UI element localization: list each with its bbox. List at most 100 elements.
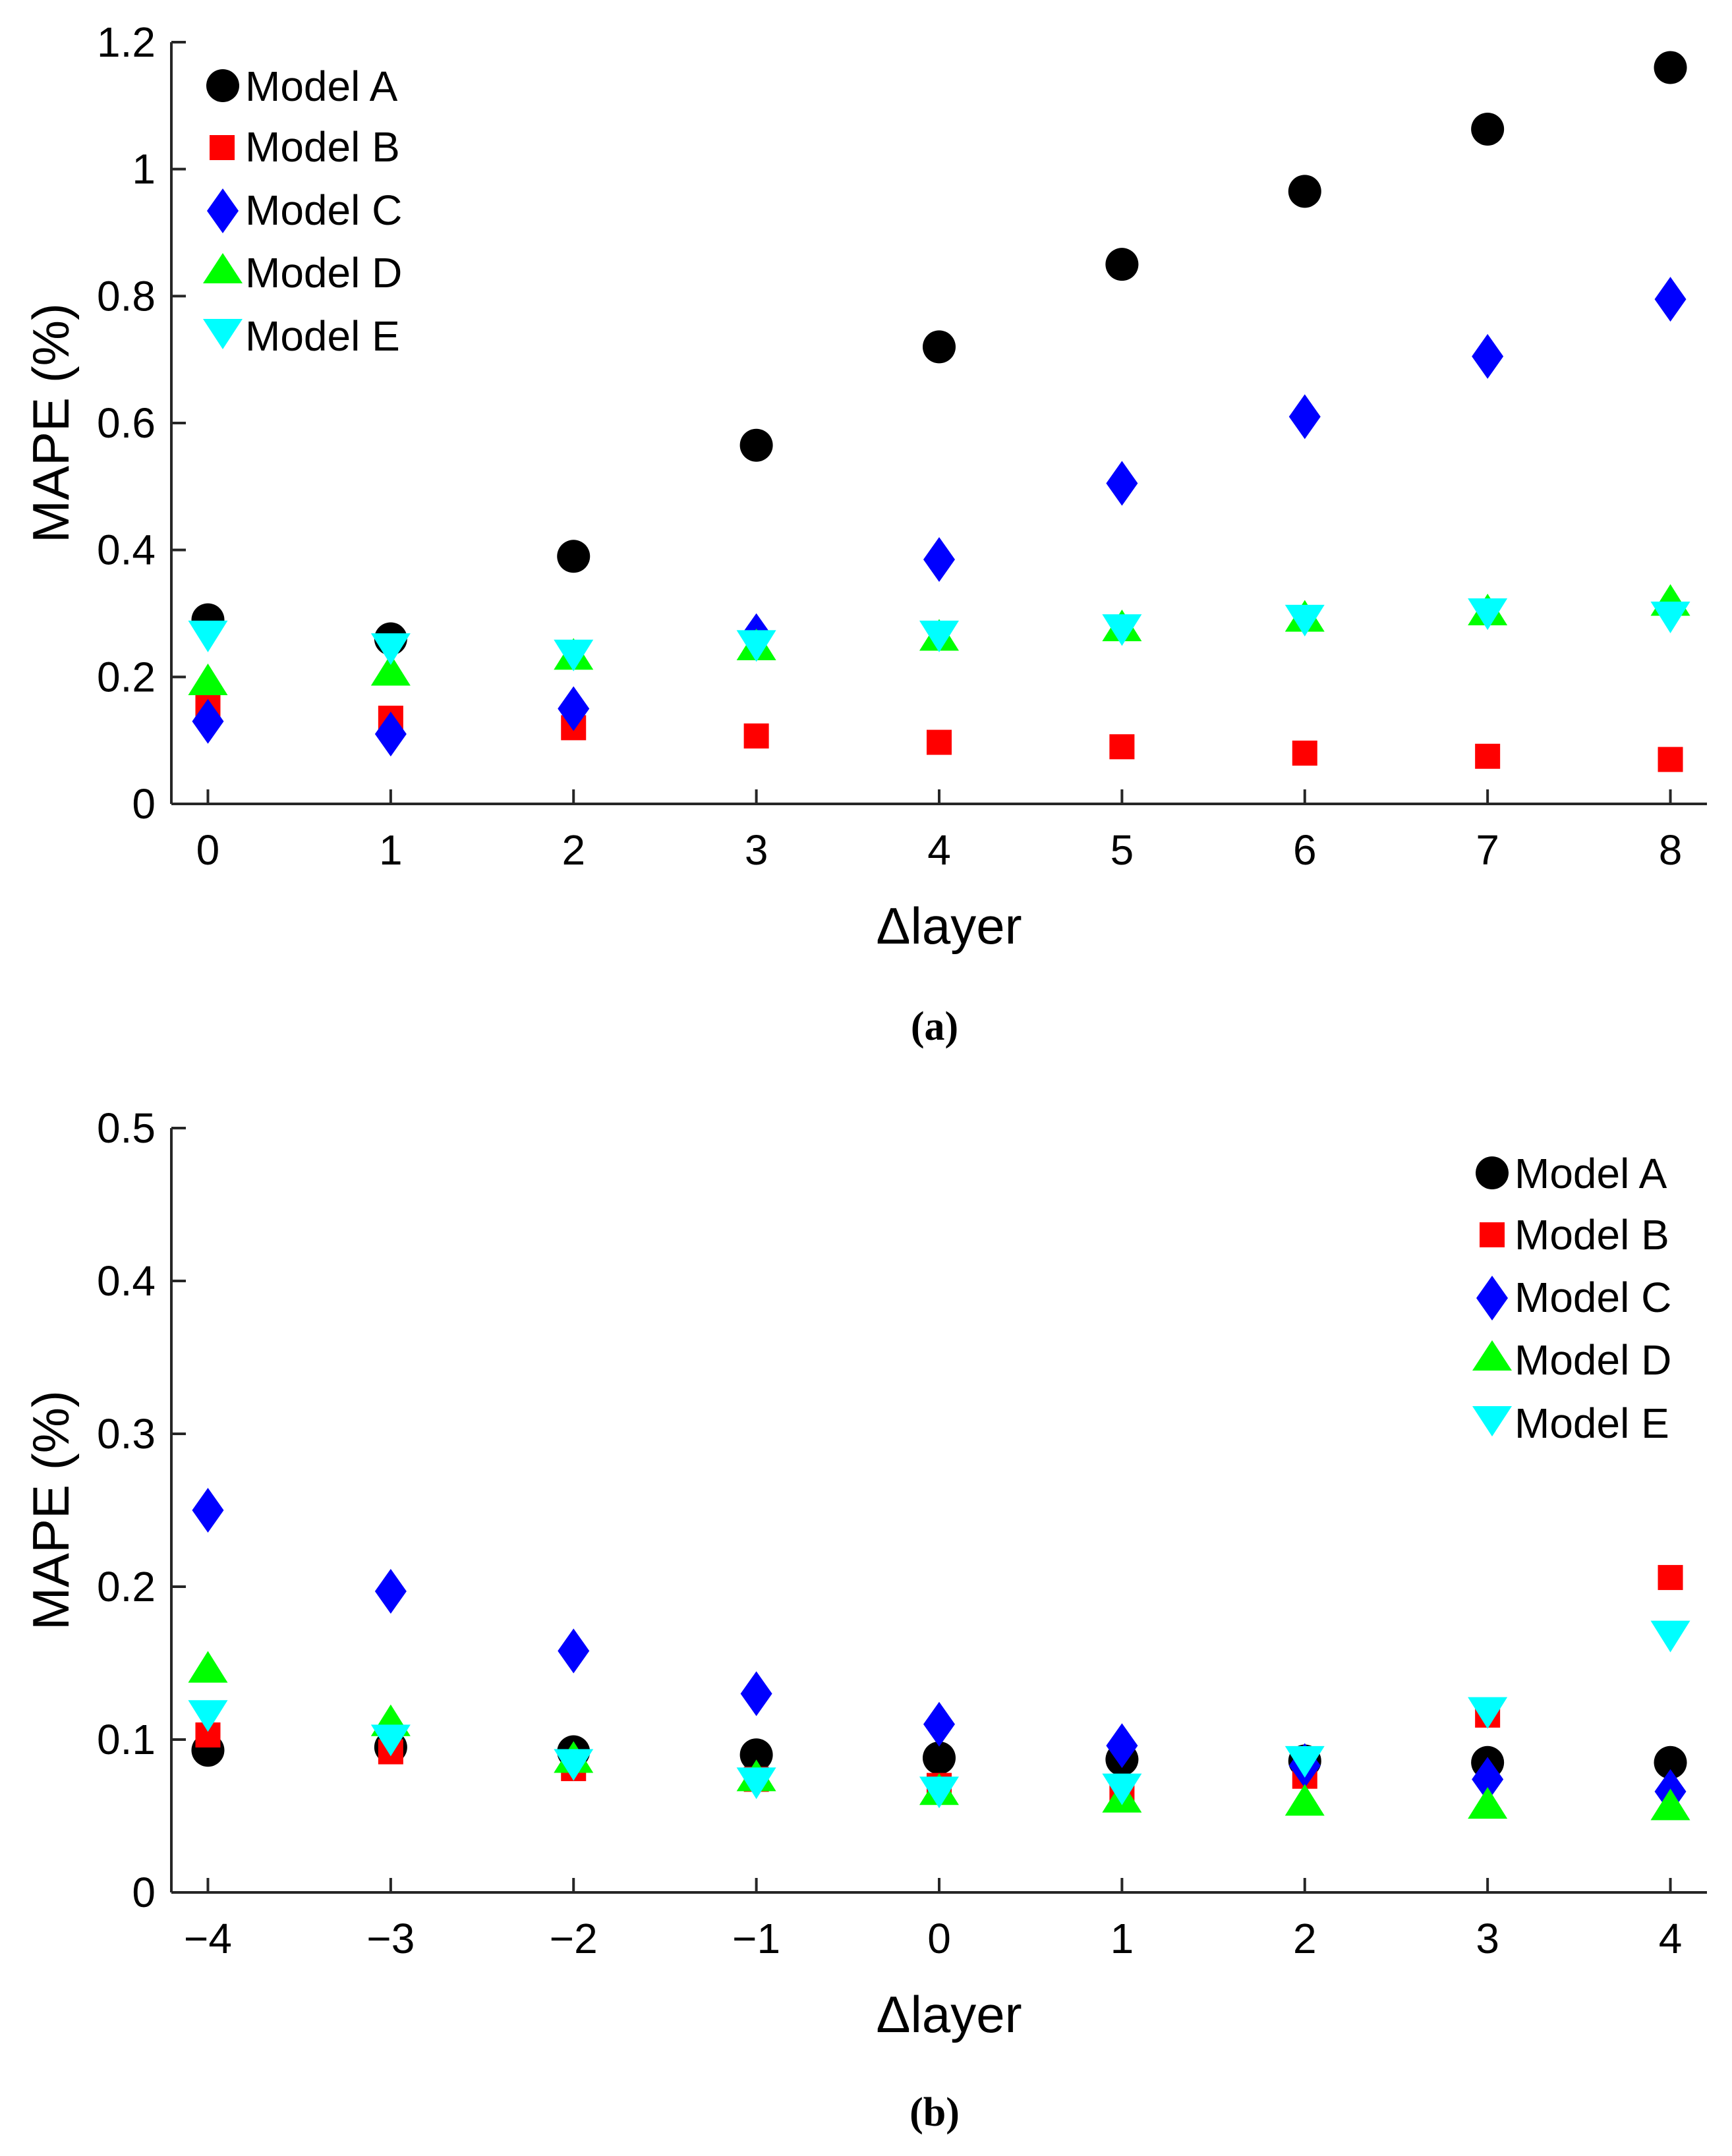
axis-ticks: 0 0.2 0.4 0.6 0.8 1 1.2 0 1 2 3 4 5 6 7 8	[97, 18, 1682, 874]
y-tick-label: 1	[132, 146, 156, 193]
legend-marker-diamond	[1476, 1276, 1508, 1320]
series-model-e	[188, 598, 1690, 671]
data-point	[1472, 1757, 1504, 1802]
legend-entry-model-c: Model C	[207, 186, 402, 234]
series-model-b	[195, 693, 1683, 772]
data-point	[1102, 1773, 1142, 1805]
data-point	[1468, 598, 1508, 631]
data-point	[1468, 1787, 1508, 1819]
data-point	[1106, 1723, 1138, 1769]
data-point	[188, 663, 228, 695]
x-tick-label: 3	[745, 826, 768, 874]
data-point	[374, 712, 407, 757]
y-axis-label: MAPE (%)	[22, 1390, 80, 1630]
y-tick-label: 0.3	[97, 1410, 156, 1458]
y-tick-label: 0.6	[97, 399, 156, 447]
chart-panel-b: 0 0.1 0.2 0.3 0.4 0.5 −4 −3 −2 −1 0 1 2 3 4 Δlayer MAP…	[22, 1104, 1707, 2135]
y-tick-label: 0.2	[97, 653, 156, 700]
data-point	[736, 630, 776, 662]
y-tick-label: 0.1	[97, 1716, 156, 1763]
x-tick-label: 2	[562, 826, 585, 874]
x-tick-label: 2	[1293, 1915, 1317, 1962]
legend-entry-model-d: Model D	[203, 249, 402, 297]
panel-caption: (a)	[911, 1004, 958, 1049]
legend-entry-model-c: Model C	[1476, 1274, 1671, 1321]
legend-label-model-e: Model E	[1515, 1400, 1669, 1447]
legend-label-model-a: Model A	[245, 63, 398, 110]
y-tick-label: 0.5	[97, 1104, 156, 1152]
data-point	[554, 1749, 594, 1781]
legend-marker-triangle-up	[1472, 1340, 1512, 1371]
legend-entry-model-a: Model A	[206, 63, 398, 110]
data-point	[1472, 333, 1504, 379]
x-tick-label: 8	[1659, 826, 1683, 874]
data-point	[923, 1701, 955, 1747]
legend-entry-model-b: Model B	[210, 123, 400, 171]
data-point	[743, 723, 769, 749]
data-point	[923, 537, 955, 582]
data-point	[923, 330, 956, 364]
data-point	[1468, 1697, 1508, 1729]
data-point	[1288, 394, 1321, 440]
data-point	[1650, 1620, 1690, 1653]
x-tick-label: 1	[1111, 1915, 1134, 1962]
y-tick-label: 0	[132, 1869, 156, 1916]
legend-label-model-d: Model D	[245, 249, 402, 297]
x-tick-label: 6	[1293, 826, 1317, 874]
y-tick-label: 0.2	[97, 1563, 156, 1610]
data-point	[558, 686, 590, 731]
legend: Model A Model B Model C Model D Model E	[203, 63, 402, 360]
axis-ticks: 0 0.1 0.2 0.3 0.4 0.5 −4 −3 −2 −1 0 1 2 3 4	[97, 1104, 1682, 1962]
legend-marker-diamond	[207, 188, 239, 233]
data-point	[192, 1488, 224, 1533]
data-point	[192, 698, 224, 744]
x-tick-label: 4	[1659, 1915, 1683, 1962]
data-point	[188, 1651, 228, 1683]
data-point	[1285, 1784, 1325, 1816]
legend: Model A Model B Model C Model D Model E	[1472, 1150, 1671, 1447]
y-tick-label: 0	[132, 780, 156, 828]
data-point	[923, 1741, 956, 1774]
data-point	[554, 639, 594, 671]
data-point	[1654, 1745, 1687, 1779]
data-point	[736, 1767, 776, 1800]
data-point	[1654, 277, 1687, 322]
data-point	[919, 1776, 959, 1809]
data-point	[188, 1700, 228, 1732]
data-point	[370, 1724, 411, 1757]
data-point	[1285, 1745, 1325, 1778]
x-tick-label: 0	[927, 1915, 951, 1962]
legend-label-model-a: Model A	[1515, 1150, 1667, 1197]
data-point	[558, 1628, 590, 1674]
y-tick-label: 0.4	[97, 526, 156, 574]
legend-marker-triangle-down	[1472, 1406, 1512, 1436]
y-tick-label: 0.8	[97, 272, 156, 320]
legend-entry-model-e: Model E	[1472, 1400, 1669, 1447]
legend-entry-model-e: Model E	[203, 312, 400, 360]
x-tick-label: 4	[927, 826, 951, 874]
panel-caption: (b)	[909, 2090, 960, 2135]
legend-marker-triangle-up	[203, 253, 243, 283]
data-point	[1102, 614, 1142, 646]
legend-marker-circle	[1476, 1156, 1509, 1189]
data-point	[1650, 1788, 1690, 1821]
y-axis-label: MAPE (%)	[22, 303, 80, 543]
x-tick-label: −2	[550, 1915, 598, 1962]
data-point	[919, 620, 959, 652]
data-point	[370, 633, 411, 666]
legend-entry-model-b: Model B	[1480, 1211, 1669, 1259]
x-tick-label: −1	[732, 1915, 780, 1962]
data-point	[927, 729, 952, 755]
data-point	[1650, 602, 1690, 633]
data-point	[370, 654, 411, 686]
legend-marker-square	[210, 135, 235, 160]
data-point	[188, 620, 228, 652]
data-point	[1288, 175, 1321, 208]
data-point	[1105, 248, 1139, 281]
x-tick-label: −4	[184, 1915, 232, 1962]
legend-marker-circle	[206, 69, 239, 102]
data-point	[557, 540, 591, 573]
data-point	[739, 428, 773, 462]
data-point	[1654, 51, 1687, 84]
